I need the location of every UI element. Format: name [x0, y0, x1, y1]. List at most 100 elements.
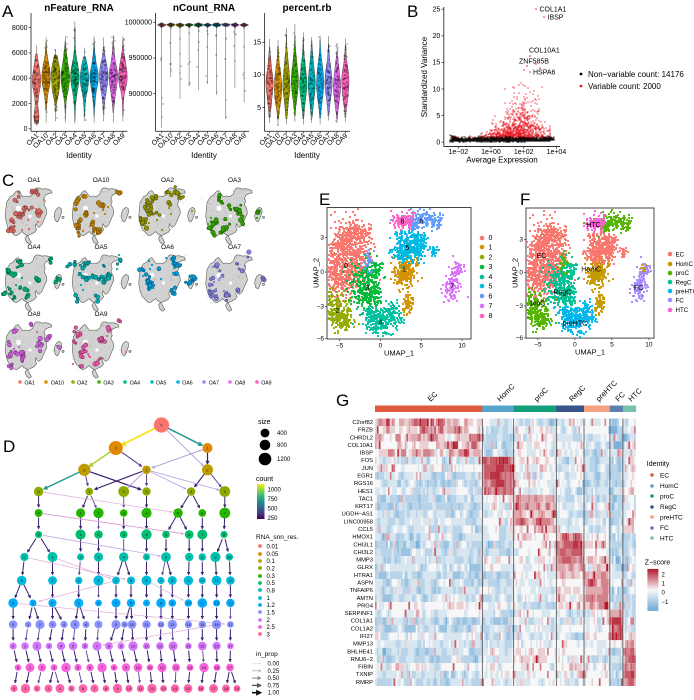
svg-text:3: 3: [97, 555, 100, 560]
svg-text:3: 3: [145, 489, 148, 494]
svg-text:0.01: 0.01: [267, 545, 279, 551]
svg-text:9: 9: [125, 665, 128, 670]
svg-text:17: 17: [211, 686, 216, 691]
svg-text:1: 1: [206, 446, 209, 451]
svg-text:1: 1: [267, 596, 271, 602]
svg-text:0: 0: [662, 591, 666, 597]
svg-text:0: 0: [160, 423, 163, 428]
svg-text:6: 6: [82, 686, 85, 691]
svg-text:BHLHE41: BHLHE41: [347, 649, 373, 655]
svg-text:5: 5: [436, 113, 440, 120]
svg-text:17: 17: [228, 644, 233, 649]
svg-text:5: 5: [130, 578, 133, 583]
svg-text:10: 10: [200, 578, 205, 583]
svg-text:G: G: [336, 391, 349, 410]
svg-text:7: 7: [96, 644, 99, 649]
svg-text:1.00: 1.00: [268, 691, 280, 697]
svg-text:1: 1: [29, 665, 32, 670]
svg-text:1.2: 1.2: [267, 603, 276, 609]
svg-text:RNA_snn_res.: RNA_snn_res.: [256, 534, 298, 541]
svg-text:14: 14: [186, 644, 191, 649]
svg-text:1: 1: [27, 622, 30, 627]
svg-text:6: 6: [188, 532, 191, 537]
svg-text:CHRDL2: CHRDL2: [350, 435, 373, 441]
svg-text:0.5: 0.5: [267, 581, 276, 587]
svg-text:COL10A1: COL10A1: [348, 443, 373, 449]
svg-text:0.3: 0.3: [267, 574, 276, 580]
svg-text:2000: 2000: [12, 101, 28, 108]
svg-text:12: 12: [214, 601, 219, 606]
svg-text:8: 8: [105, 686, 108, 691]
svg-text:8: 8: [201, 555, 204, 560]
svg-text:0.00: 0.00: [268, 662, 280, 668]
svg-text:11: 11: [144, 622, 149, 627]
svg-text:1.5: 1.5: [267, 611, 276, 617]
svg-text:15: 15: [200, 622, 205, 627]
svg-text:8: 8: [400, 218, 404, 225]
svg-text:0: 0: [37, 489, 40, 494]
svg-text:OA10: OA10: [93, 177, 110, 184]
svg-text:JUN: JUN: [362, 466, 373, 472]
svg-text:5: 5: [72, 644, 75, 649]
svg-text:KRT17: KRT17: [355, 504, 373, 510]
svg-text:11: 11: [144, 644, 149, 649]
svg-text:size: size: [258, 419, 271, 426]
svg-text:nCount_RNA: nCount_RNA: [173, 3, 235, 14]
svg-text:IBSP: IBSP: [548, 15, 564, 22]
svg-text:10: 10: [253, 72, 261, 79]
svg-text:OA3: OA3: [103, 381, 113, 387]
svg-text:C2orf82: C2orf82: [352, 420, 373, 426]
svg-text:12: 12: [158, 644, 163, 649]
svg-text:Non−variable count: 14176: Non−variable count: 14176: [588, 70, 684, 79]
svg-text:AMTN: AMTN: [357, 596, 373, 602]
svg-text:5: 5: [70, 686, 73, 691]
svg-text:7: 7: [201, 532, 204, 537]
svg-text:4: 4: [123, 555, 126, 560]
svg-text:count: count: [256, 476, 273, 483]
svg-text:2: 2: [36, 686, 39, 691]
svg-text:3: 3: [51, 622, 54, 627]
svg-text:15: 15: [202, 665, 207, 670]
svg-text:5: 5: [224, 489, 227, 494]
svg-text:0: 0: [17, 665, 20, 670]
svg-text:1e+02: 1e+02: [514, 149, 534, 156]
svg-text:OA10: OA10: [51, 381, 64, 387]
svg-text:FC: FC: [676, 298, 685, 305]
svg-text:1000: 1000: [268, 488, 282, 494]
svg-text:10: 10: [458, 343, 466, 350]
svg-text:2: 2: [123, 489, 126, 494]
svg-text:15: 15: [186, 686, 191, 691]
svg-text:8000: 8000: [12, 25, 28, 32]
svg-text:MMP3: MMP3: [356, 558, 373, 564]
svg-text:OA2: OA2: [77, 381, 87, 387]
svg-text:0.2: 0.2: [267, 567, 276, 573]
svg-text:9: 9: [120, 644, 123, 649]
svg-text:10: 10: [645, 342, 653, 349]
svg-text:6: 6: [419, 218, 423, 225]
svg-text:OA4: OA4: [27, 244, 40, 251]
svg-text:UMAP_2: UMAP_2: [511, 258, 520, 288]
svg-text:15: 15: [433, 60, 441, 67]
svg-text:ZNF585B: ZNF585B: [519, 59, 549, 66]
svg-text:in_prop: in_prop: [256, 651, 278, 658]
svg-text:19: 19: [235, 686, 240, 691]
svg-text:proC: proC: [676, 270, 690, 277]
svg-text:4: 4: [97, 601, 100, 606]
svg-text:9: 9: [123, 622, 126, 627]
svg-text:12: 12: [160, 665, 165, 670]
svg-text:0: 0: [13, 686, 16, 691]
svg-text:−5: −5: [534, 342, 542, 349]
svg-text:2: 2: [206, 467, 209, 472]
svg-text:15: 15: [200, 644, 205, 649]
svg-text:preHTC: preHTC: [660, 514, 683, 521]
svg-text:800: 800: [277, 443, 288, 449]
svg-text:13: 13: [174, 665, 179, 670]
svg-text:3: 3: [519, 237, 523, 244]
svg-text:HomC: HomC: [676, 261, 694, 268]
svg-text:2: 2: [39, 622, 42, 627]
svg-text:OA9: OA9: [261, 381, 271, 387]
svg-text:0.05: 0.05: [267, 552, 279, 558]
svg-text:UMAP_2: UMAP_2: [312, 258, 321, 288]
svg-text:3: 3: [320, 235, 324, 242]
svg-text:2: 2: [489, 254, 493, 261]
